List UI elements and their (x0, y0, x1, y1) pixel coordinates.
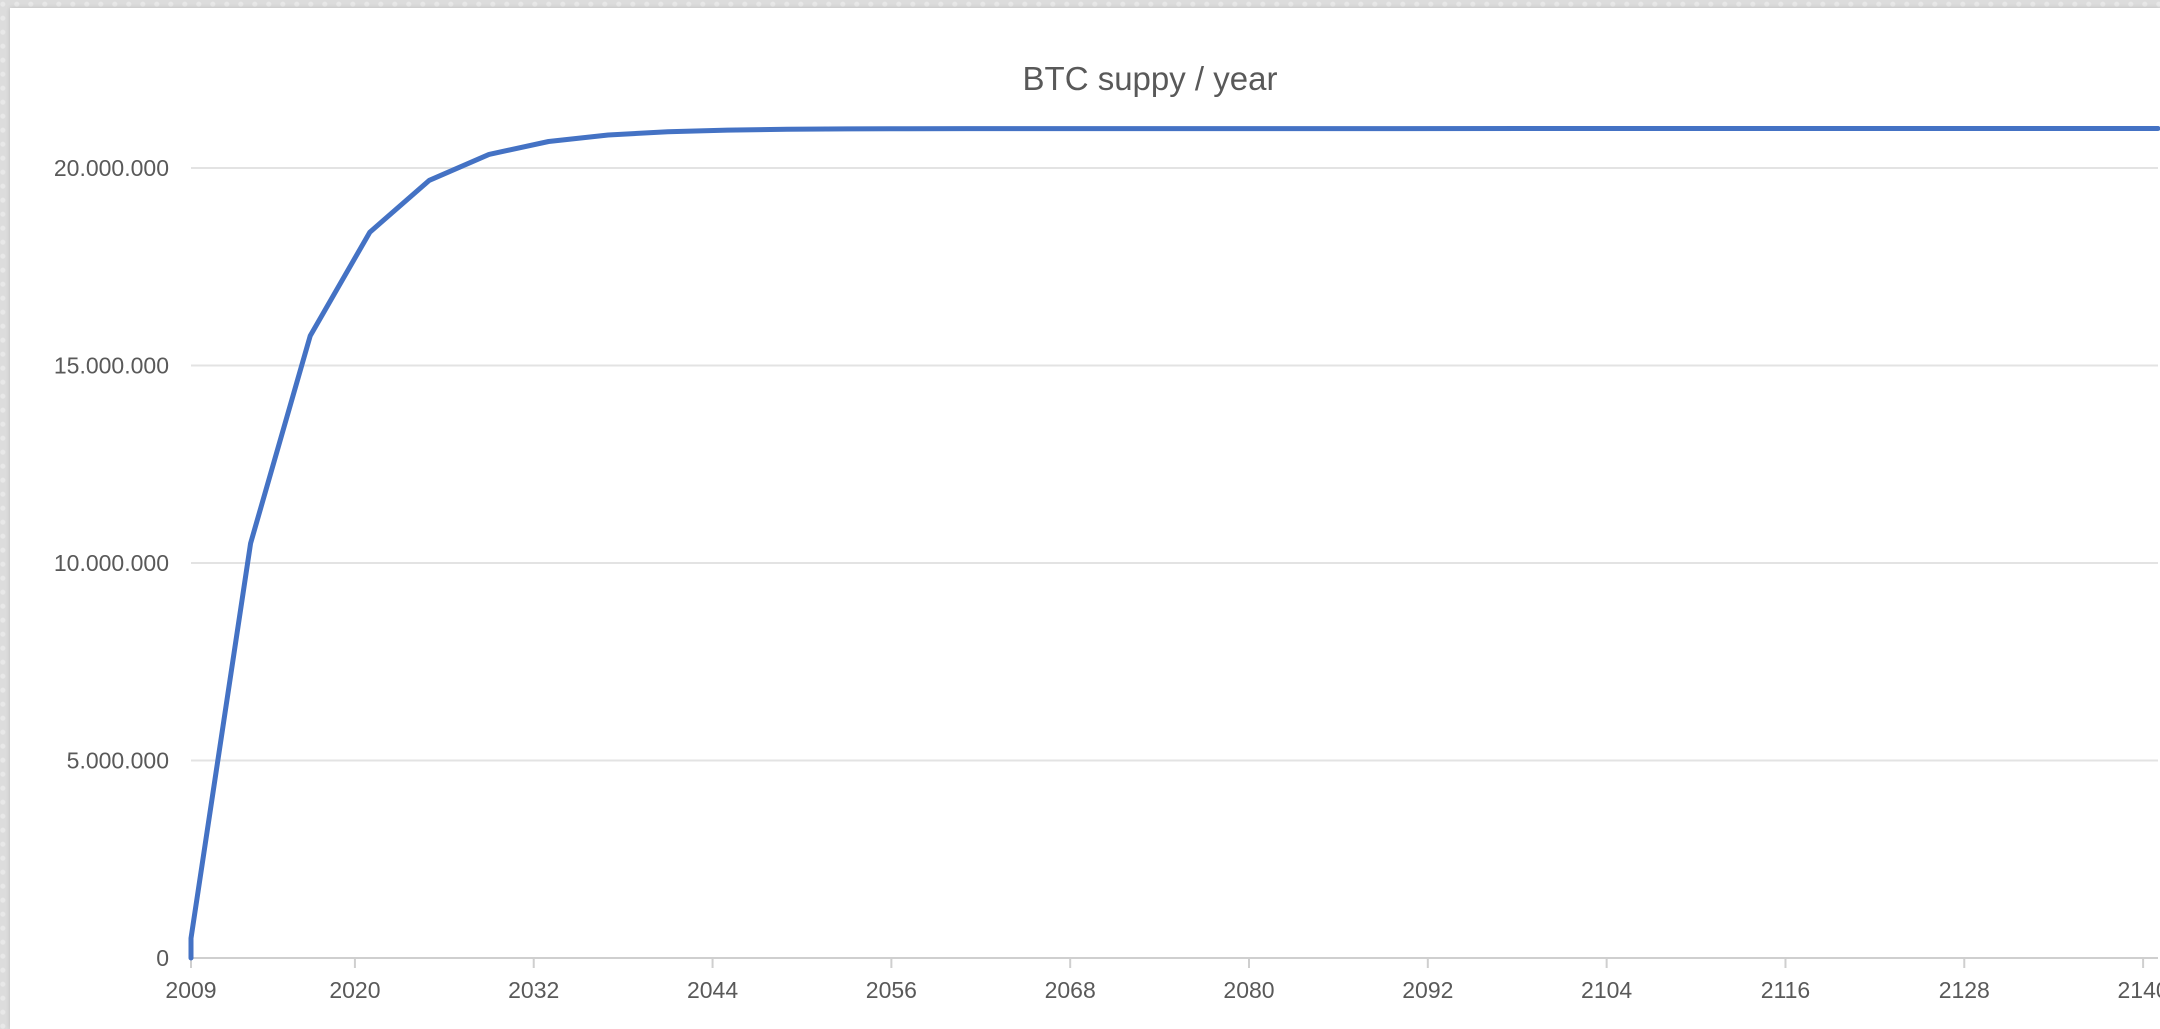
x-tick-label: 2128 (1939, 977, 1990, 1003)
y-tick-label: 15.000.000 (54, 353, 169, 379)
x-tick-label: 2080 (1223, 977, 1274, 1003)
y-tick-label: 5.000.000 (67, 748, 169, 774)
x-axis-tick-labels: 2009 2020 2032 2044 2056 2068 2080 2092 2104 2116… (165, 977, 2160, 1003)
series-line-btc-supply (188, 126, 2160, 961)
x-tick-label: 2044 (687, 977, 738, 1003)
chart-title: BTC suppy / year (1023, 60, 1278, 97)
x-tick-label: 2032 (508, 977, 559, 1003)
x-tick-label: 2116 (1761, 977, 1810, 1003)
x-tick-label: 2009 (165, 977, 216, 1003)
x-tick-label: 2056 (866, 977, 917, 1003)
x-tick-label: 2092 (1402, 977, 1453, 1003)
series-layer (188, 126, 2160, 961)
y-tick-label: 10.000.000 (54, 550, 169, 576)
y-tick-label: 0 (156, 945, 169, 971)
x-tick-label: 2068 (1045, 977, 1096, 1003)
x-axis (190, 957, 2158, 968)
x-tick-label: 2104 (1581, 977, 1632, 1003)
y-axis-tick-labels: 0 5.000.000 10.000.000 15.000.000 20.000.000 (54, 155, 169, 971)
x-tick-label: 2020 (329, 977, 380, 1003)
chart-panel: BTC suppy / year 0 5.000.000 10.000.000 15.… (10, 8, 2160, 1029)
y-tick-label: 20.000.000 (54, 155, 169, 181)
line-chart: BTC suppy / year 0 5.000.000 10.000.000 15.… (54, 60, 2160, 1003)
gridlines (191, 167, 2158, 762)
x-tick-label: 2140 (2118, 977, 2160, 1003)
